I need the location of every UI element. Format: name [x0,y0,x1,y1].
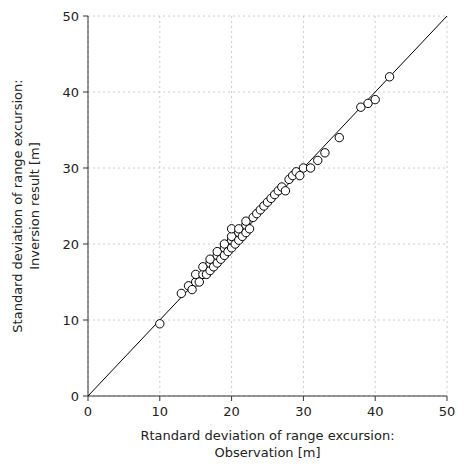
y-axis-label: Standard deviation of range excursion:In… [10,79,42,332]
grid-line [231,16,232,396]
point [188,285,196,293]
point [314,156,322,164]
x-tick [231,396,232,401]
y-tick-label: 50 [62,9,79,24]
x-tick [375,396,376,401]
point [195,278,203,286]
label-line: Inversion result [m] [27,142,42,270]
y-tick [83,396,88,397]
x-tick [303,396,304,401]
y-axis-line [88,16,89,396]
grid-line [88,396,447,397]
grid-line [88,168,447,169]
grid-line [303,16,304,396]
point [156,320,164,328]
y-tick-label: 30 [62,161,79,176]
grid-line [88,320,447,321]
point [321,149,329,157]
x-tick [88,396,89,401]
y-tick-label: 40 [62,85,79,100]
point [335,133,343,141]
y-tick [83,16,88,17]
plot-area [88,16,447,396]
point [296,171,304,179]
x-tick-label: 40 [367,404,384,419]
point [385,73,393,81]
grid-line [159,16,160,396]
x-tick-label: 50 [439,404,456,419]
y-tick [83,92,88,93]
grid-line [88,16,447,17]
y-tick [83,320,88,321]
x-tick-label: 30 [295,404,312,419]
y-tick-label: 10 [62,313,79,328]
grid-line [88,92,447,93]
y-tick [83,168,88,169]
x-axis-line [88,396,447,397]
point [281,187,289,195]
grid [88,16,447,396]
grid-line [375,16,376,396]
point [371,95,379,103]
label-line: Observation [m] [214,445,320,460]
x-tick [159,396,160,401]
x-tick-label: 20 [223,404,240,419]
x-tick [447,396,448,401]
grid-line [88,16,89,396]
label-line: Rtandard deviation of range excursion: [140,428,394,443]
x-tick-label: 10 [152,404,169,419]
y-tick-label: 20 [62,237,79,252]
y-tick-label: 0 [71,389,79,404]
label-line: Standard deviation of range excursion: [10,79,25,332]
point [177,289,185,297]
grid-line [447,16,448,396]
point [245,225,253,233]
x-axis-label: Rtandard deviation of range excursion: Ob… [140,428,394,460]
chart: 0 10 20 30 40 50 0 10 20 30 40 50 Rtandard deviation… [0,0,471,472]
y-tick [83,244,88,245]
reference-line [88,16,447,396]
x-tick-label: 0 [84,404,92,419]
grid-line [88,244,447,245]
point [306,164,314,172]
